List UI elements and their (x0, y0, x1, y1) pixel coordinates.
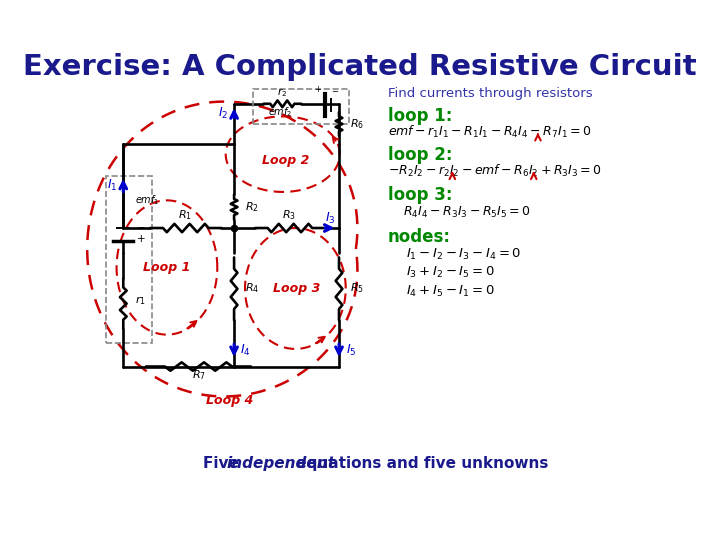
Text: $-R_2I_2-r_2I_2-emf-R_6I_2+R_3I_3=0$: $-R_2I_2-r_2I_2-emf-R_6I_2+R_3I_3=0$ (387, 163, 602, 179)
Text: $+$: $+$ (136, 233, 145, 244)
Text: Loop 1: Loop 1 (143, 261, 191, 274)
Text: $-$: $-$ (330, 85, 339, 94)
Text: loop 2:: loop 2: (387, 146, 452, 164)
Text: independent: independent (227, 456, 336, 471)
Text: Exercise: A Complicated Resistive Circuit: Exercise: A Complicated Resistive Circui… (23, 53, 697, 82)
Text: $emf_1$: $emf_1$ (135, 193, 160, 207)
Text: $R_1$: $R_1$ (179, 208, 192, 222)
Text: $R_4$: $R_4$ (245, 281, 259, 295)
Text: loop 1:: loop 1: (387, 107, 452, 125)
Text: $I_5$: $I_5$ (346, 343, 356, 358)
Text: $I_1-I_2-I_3-I_4=0$: $I_1-I_2-I_3-I_4=0$ (406, 246, 521, 261)
Text: Five: Five (203, 456, 244, 471)
Text: $I_4$: $I_4$ (240, 343, 251, 358)
Text: $emf_2$: $emf_2$ (268, 105, 292, 119)
Text: $R_5$: $R_5$ (350, 281, 364, 295)
Text: $+$: $+$ (314, 84, 322, 94)
Text: $emf-r_1I_1-R_1I_1-R_4I_4-R_7I_1=0$: $emf-r_1I_1-R_1I_1-R_4I_4-R_7I_1=0$ (387, 124, 591, 140)
Text: $R_3$: $R_3$ (282, 208, 297, 222)
Text: Loop 2: Loop 2 (263, 154, 310, 167)
Text: $R_7$: $R_7$ (192, 368, 206, 382)
Text: $-$: $-$ (136, 221, 145, 231)
Text: Find currents through resistors: Find currents through resistors (387, 87, 593, 100)
Text: $R_2$: $R_2$ (245, 200, 259, 214)
Text: equations and five unknowns: equations and five unknowns (291, 456, 549, 471)
Text: $I_4+I_5-I_1=0$: $I_4+I_5-I_1=0$ (406, 284, 495, 299)
Text: Loop 3: Loop 3 (274, 282, 320, 295)
Text: $R_6$: $R_6$ (350, 117, 364, 131)
Text: $I_2$: $I_2$ (218, 105, 228, 120)
Text: $I_3+I_2-I_5=0$: $I_3+I_2-I_5=0$ (406, 265, 495, 280)
Text: $I_1$: $I_1$ (107, 178, 117, 193)
Text: $r_1$: $r_1$ (135, 295, 146, 307)
Text: $R_4I_4-R_3I_3-R_5I_5=0$: $R_4I_4-R_3I_3-R_5I_5=0$ (402, 205, 531, 220)
Text: Loop 4: Loop 4 (206, 394, 253, 407)
Text: $I_3$: $I_3$ (325, 211, 335, 226)
Text: loop 3:: loop 3: (387, 186, 452, 204)
Text: nodes:: nodes: (387, 228, 451, 246)
Text: $r_2$: $r_2$ (277, 86, 287, 99)
